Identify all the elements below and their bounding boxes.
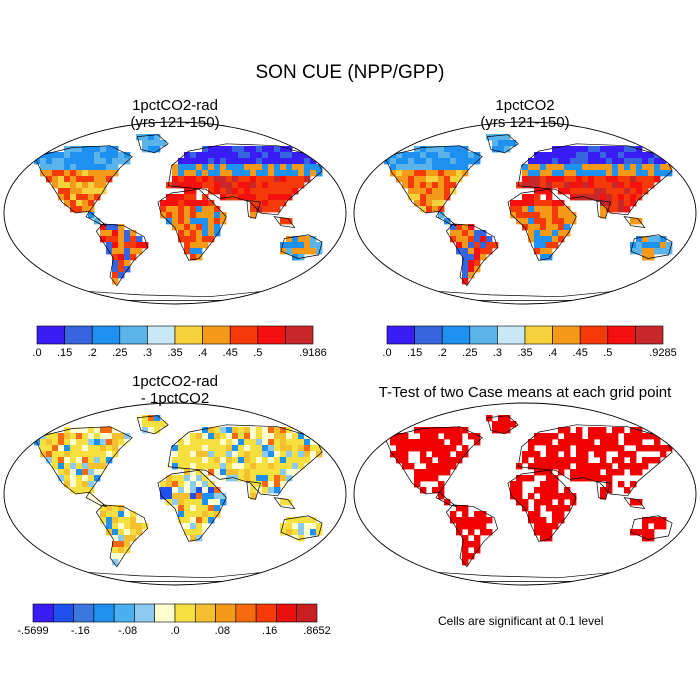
colorbar-swatch: [174, 603, 196, 623]
panel-2-title-line2: (yrs 121-150): [480, 114, 570, 131]
colorbar-swatch: [93, 603, 115, 623]
colorbar-swatch: [91, 325, 121, 345]
colorbar-label: .25: [112, 347, 128, 359]
colorbar-swatch: [296, 603, 318, 623]
colorbar-label: .25: [462, 347, 478, 359]
colorbar-swatch: [276, 603, 298, 623]
colorbar-swatch: [635, 325, 664, 345]
colorbar-swatch: [215, 603, 237, 623]
colorbar-label: .2: [437, 347, 447, 359]
colorbar-swatch: [64, 325, 93, 345]
colorbar-label: .5: [603, 347, 613, 359]
figure-title: SON CUE (NPP/GPP): [255, 62, 445, 83]
colorbar-swatch: [202, 325, 231, 345]
colorbar-swatch: [119, 325, 148, 345]
colorbar-swatch: [174, 325, 203, 345]
colorbar-label: .0: [32, 347, 42, 359]
colorbar-label: .4: [548, 347, 558, 359]
colorbar-swatch: [441, 325, 471, 345]
colorbar-swatch: [497, 325, 526, 345]
colorbar-label: .4: [198, 347, 208, 359]
colorbar-label: -.16: [70, 625, 90, 637]
panel-1-title-line2: (yrs 121-150): [130, 114, 220, 131]
colorbar-swatch: [579, 325, 609, 345]
colorbar-swatch: [194, 603, 216, 623]
colorbar-swatch: [524, 325, 553, 345]
colorbar-1pctco2-rad: [36, 325, 314, 345]
colorbar-swatch: [229, 325, 259, 345]
colorbar-difference: [32, 603, 318, 623]
colorbar-swatch: [414, 325, 443, 345]
significance-note: Cells are significant at 0.1 level: [438, 614, 604, 628]
colorbar-label: .3: [142, 347, 152, 359]
panel-4-title-line1: T-Test of two Case means at each grid po…: [378, 384, 672, 401]
panel-3-title-line2: - 1pctCO2: [140, 390, 210, 407]
panel-1-title-line1: 1pctCO2-rad: [132, 97, 218, 114]
map-panel-1pctco2: [353, 121, 697, 305]
colorbar-swatch: [386, 325, 415, 345]
colorbar-swatch: [154, 603, 176, 623]
panel-2-title: 1pctCO2 (yrs 121-150): [425, 97, 625, 131]
map-panel-1pctco2-rad: [3, 121, 347, 305]
colorbar-label: .3: [492, 347, 502, 359]
colorbar-swatch: [257, 325, 286, 345]
colorbar-label: .45: [572, 347, 588, 359]
colorbar-swatch: [32, 603, 54, 623]
colorbar-label: .15: [406, 347, 423, 359]
colorbar-label: .2: [87, 347, 97, 359]
map-panel-difference: [3, 402, 347, 586]
colorbar-swatch: [52, 603, 74, 623]
panel-4-title: T-Test of two Case means at each grid po…: [355, 384, 695, 401]
colorbar-swatch: [134, 603, 156, 623]
colorbar-swatch: [147, 325, 176, 345]
colorbar-label: .08: [214, 625, 230, 637]
panel-3-title: 1pctCO2-rad - 1pctCO2: [75, 373, 275, 407]
colorbar-label: .15: [56, 347, 73, 359]
colorbar-label: .0: [170, 625, 180, 637]
panel-2-title-line1: 1pctCO2: [495, 97, 555, 114]
colorbar-swatch: [607, 325, 636, 345]
colorbar-label: .9186: [299, 347, 327, 359]
colorbar-swatch: [36, 325, 65, 345]
colorbar-label: .45: [222, 347, 238, 359]
colorbar-label: .9285: [649, 347, 677, 359]
colorbar-label: .5: [253, 347, 263, 359]
colorbar-swatch: [73, 603, 95, 623]
colorbar-label: .35: [167, 347, 183, 359]
colorbar-swatch: [235, 603, 257, 623]
colorbar-label: -.5699: [17, 625, 49, 637]
colorbar-swatch: [285, 325, 314, 345]
panel-3-title-line1: 1pctCO2-rad: [132, 373, 218, 390]
colorbar-label: .8652: [303, 625, 331, 637]
panel-1-title: 1pctCO2-rad (yrs 121-150): [75, 97, 275, 131]
colorbar-label: -.08: [118, 625, 138, 637]
colorbar-swatch: [469, 325, 498, 345]
colorbar-label: .35: [517, 347, 533, 359]
colorbar-label: .16: [262, 625, 278, 637]
map-panel-ttest: [353, 402, 697, 586]
colorbar-1pctco2: [386, 325, 664, 345]
colorbar-swatch: [255, 603, 277, 623]
colorbar-swatch: [552, 325, 581, 345]
colorbar-swatch: [113, 603, 135, 623]
colorbar-label: .0: [382, 347, 392, 359]
